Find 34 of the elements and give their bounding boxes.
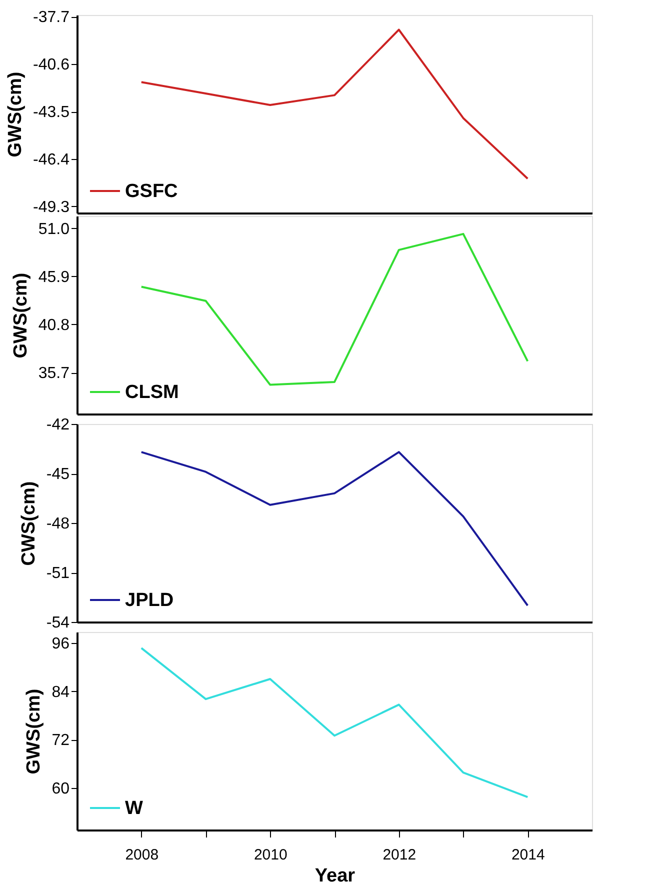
- y-tick-label: 84: [52, 684, 70, 701]
- y-tick-label: 40.8: [38, 316, 70, 334]
- x-tick-label: 2012: [382, 846, 416, 864]
- y-tick-label: -43.5: [33, 104, 70, 122]
- y-tick-label: -54: [46, 614, 70, 632]
- y-tick-label: -42: [46, 416, 70, 434]
- y-axis-title: GWS(cm): [10, 272, 32, 358]
- y-tick-label: -51: [46, 565, 70, 582]
- y-axis-title: CWS(cm): [18, 481, 40, 566]
- y-tick-label: 72: [52, 732, 70, 750]
- y-tick-label: -45: [46, 466, 70, 483]
- y-tick-label: 60: [52, 780, 70, 798]
- legend-label: GSFC: [125, 181, 178, 202]
- y-tick-label: -40.6: [33, 56, 70, 74]
- legend-label: CLSM: [125, 382, 179, 403]
- y-tick-label: -49.3: [33, 198, 70, 216]
- x-tick-label: 2010: [254, 846, 288, 864]
- x-tick-label: 2014: [511, 846, 545, 864]
- line-series: [140, 232, 529, 386]
- y-tick-label: 96: [52, 636, 70, 653]
- legend-label: W: [125, 798, 143, 819]
- y-tick-label: 51.0: [38, 220, 70, 238]
- y-tick-label: 45.9: [38, 268, 70, 286]
- y-tick-label: -37.7: [33, 9, 70, 26]
- line-series: [140, 28, 529, 180]
- x-axis-title: Year: [314, 866, 356, 886]
- y-tick-label: -46.4: [33, 152, 70, 168]
- y-axis-title: GWS(cm): [5, 72, 26, 158]
- y-axis-title: GWS(cm): [24, 688, 45, 774]
- legend-label: JPLD: [125, 590, 174, 611]
- x-tick-label: 2008: [125, 846, 159, 864]
- y-tick-label: 35.7: [38, 365, 70, 382]
- y-tick-label: -48: [46, 516, 70, 532]
- line-series: [140, 647, 529, 798]
